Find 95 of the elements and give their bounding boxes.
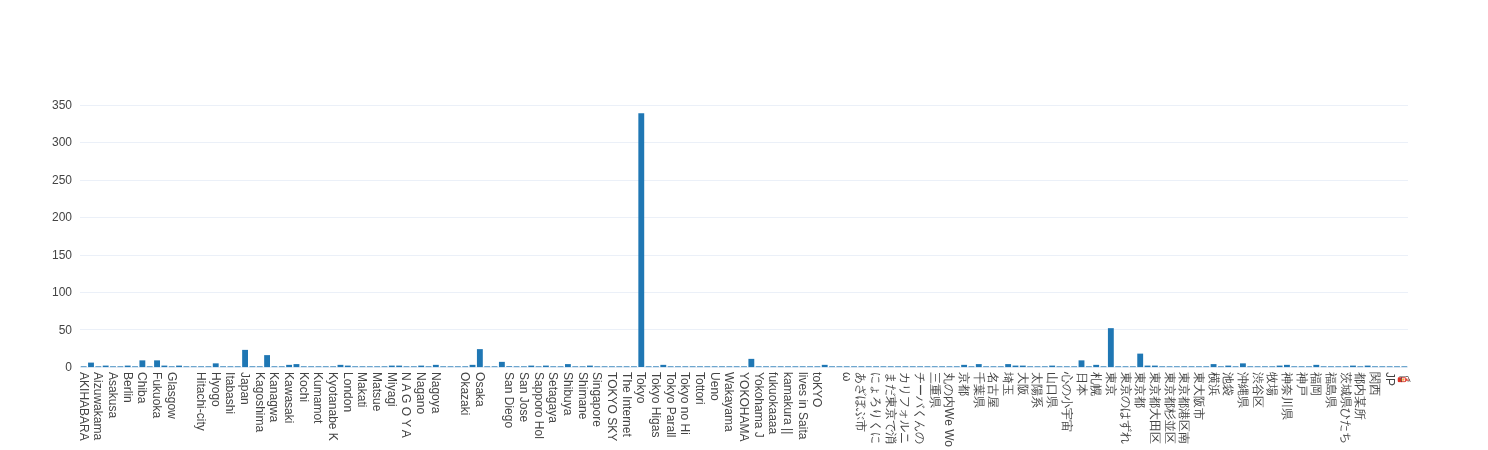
x-tick-label: Yokohama J (751, 372, 766, 438)
x-tick-label: Kyotanabe K (326, 372, 341, 441)
x-tick-label: にょろりくに (869, 372, 884, 445)
x-tick-label: まだ東京で消 (883, 372, 898, 445)
x-tick-label: 東京都港区南 (1177, 372, 1192, 445)
x-tick-label: Tokyo (634, 372, 649, 404)
x-tick-label: チーバくんの (913, 372, 928, 445)
x-tick-label: あざぼぶ市 (854, 372, 869, 433)
x-tick-label: Matsue (370, 372, 385, 412)
x-tick-label: Itabashi (223, 372, 238, 415)
x-tick-label: Aizuwakama (91, 372, 106, 441)
x-tick-label: kamakura || (781, 372, 796, 435)
x-tick-label: San Diego (502, 372, 517, 429)
x-tick-label: Kumamot (311, 372, 326, 425)
x-tick-label: 🧯 (1397, 372, 1412, 388)
x-tick-label: 大阪 (1015, 372, 1030, 397)
x-tick-label: 神奈川県 (1279, 372, 1294, 421)
y-tick-label: 250 (51, 172, 73, 187)
x-tick-label: 太陽系 (1030, 372, 1045, 409)
x-tick-label: Chiba (135, 372, 150, 404)
x-tick-label: 日本 (1074, 372, 1089, 397)
x-tick-label: N A G O Y A (399, 372, 414, 438)
x-tick-label: 都内某所 (1353, 372, 1368, 421)
x-tick-label: 東京 (1103, 372, 1118, 397)
x-tick-label: Okazaki (458, 372, 473, 416)
x-tick-label: Tokyo Parall (663, 372, 678, 438)
x-tick-label: カリフォルニ (898, 372, 913, 445)
x-tick-label: 沖縄県 (1235, 372, 1250, 409)
x-tick-label: Setagaya (546, 372, 561, 424)
x-tick-label: 横浜 (1206, 372, 1221, 397)
y-tick-label: 50 (58, 322, 73, 337)
x-tick-label: Kagoshima (252, 372, 267, 433)
x-tick-label: Nagano (414, 372, 429, 415)
x-tick-label: Miyagi (384, 372, 399, 407)
x-tick-label: Shibuya (560, 372, 575, 416)
x-tick-label: 東京都杉並区 (1162, 372, 1177, 445)
x-tick-label: 福岡 (1309, 372, 1324, 397)
x-tick-label: 渋谷区 (1250, 372, 1265, 409)
x-tick-label: Berlin (120, 372, 135, 403)
x-tick-label: Fukuoka (150, 372, 165, 419)
x-tick-label: Asakusa (106, 372, 121, 419)
x-tick-label: 福島県 (1323, 372, 1338, 409)
y-tick-label: 0 (65, 360, 73, 375)
x-tick-label: 茨城県ひたち (1338, 372, 1353, 445)
x-tick-label: AKIHABARA (76, 372, 91, 441)
x-tick-label: Tottori (692, 372, 707, 405)
x-tick-label: Sapporo Hol (531, 372, 546, 439)
x-tick-label: Wakayama (722, 372, 737, 432)
x-tick-label: 京都 (957, 372, 972, 397)
x-tick-label: 千葉県 (971, 372, 986, 409)
x-tick-label: Kanagwa (267, 372, 282, 423)
x-tick-label: 池袋 (1221, 372, 1236, 397)
x-tick-label: Glasgow (164, 372, 179, 420)
x-tick-label: JP (1382, 372, 1397, 387)
x-tick-label: Kochi (296, 372, 311, 403)
x-tick-label: San Jose (516, 372, 531, 423)
x-tick-label: 三重県 (927, 372, 942, 409)
x-tick-label: The Internet (619, 372, 634, 438)
x-tick-label: toKYO (810, 372, 825, 408)
x-tick-label: ω (839, 372, 854, 382)
x-tick-label: Nagoya (428, 372, 443, 414)
x-tick-label: Ueno (707, 372, 722, 402)
x-tick-label: 関西 (1367, 372, 1382, 397)
x-tick-label: YOKOHAMA (737, 372, 751, 442)
x-tick-label: 札幌 (1089, 372, 1104, 397)
x-tick-label: TOKYO SKY (604, 372, 619, 442)
y-tick-label: 100 (51, 285, 73, 300)
x-tick-label: lives in Saita (795, 372, 810, 440)
x-tick-label: Makati (355, 372, 370, 408)
x-tick-label: 山口県 (1045, 372, 1060, 409)
x-tick-label: Hyogo (208, 372, 223, 408)
x-tick-label: London (340, 372, 355, 413)
x-tick-label: 丸の内We Wo (942, 372, 957, 448)
x-tick-label: Japan (238, 372, 253, 405)
x-tick-label: 牧場 (1265, 372, 1280, 397)
x-tick-label: Hitachi-city (194, 372, 209, 431)
x-tick-label: 東大阪市 (1191, 372, 1206, 421)
x-tick-label: Kawasaki (282, 372, 297, 424)
x-tick-label: 神戸 (1294, 372, 1309, 397)
y-tick-label: 300 (51, 135, 73, 150)
x-tick-label: 埼玉 (1001, 371, 1016, 397)
x-tick-label: Tokyo Higas (648, 372, 663, 438)
y-tick-label: 200 (51, 210, 73, 225)
y-tick-label: 150 (51, 247, 73, 262)
x-tick-label: 東京都大田区 (1147, 372, 1162, 445)
x-tick-label: Tokyo no Hi (678, 372, 693, 435)
x-tick-label: fukuokaaaa (766, 372, 781, 435)
x-tick-label: Shimane (575, 372, 590, 420)
x-tick-label: 名古屋 (986, 372, 1001, 409)
x-tick-label: Osaka (472, 372, 487, 408)
x-tick-label: 心の小宇宙 (1059, 371, 1074, 433)
x-tick-label: 東京のはずれ (1118, 372, 1133, 445)
x-tick-label: Singapore (590, 372, 605, 428)
y-tick-label: 350 (51, 98, 73, 112)
x-tick-label: 東京都 (1133, 372, 1148, 409)
